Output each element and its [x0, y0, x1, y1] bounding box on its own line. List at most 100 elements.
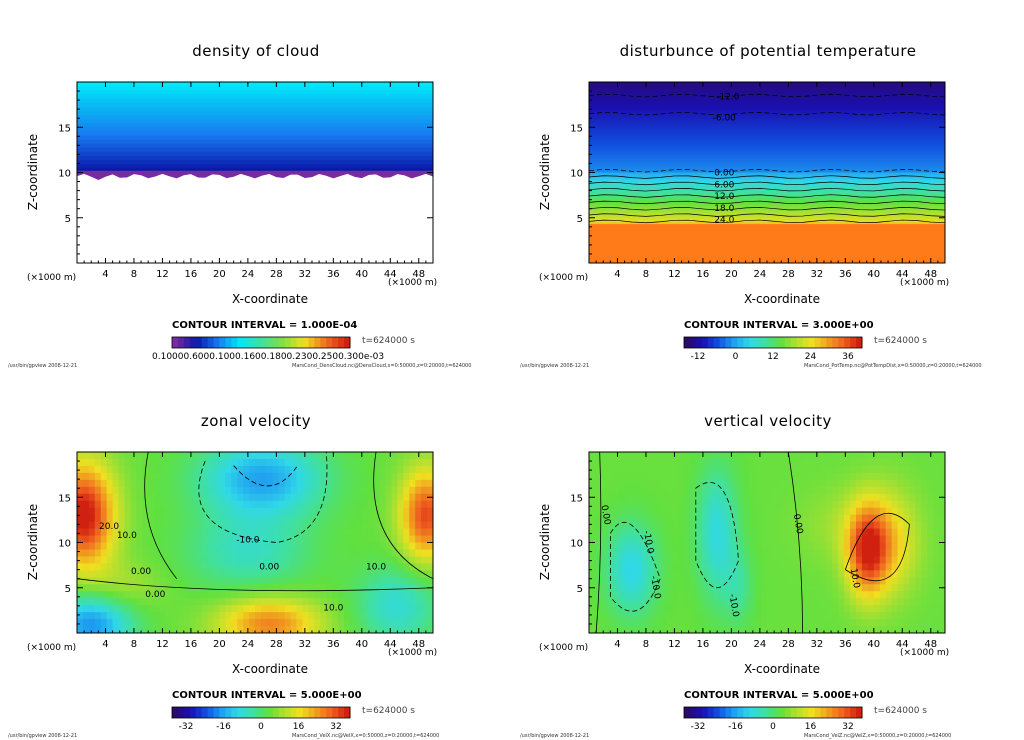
field-cell [266, 619, 274, 627]
field-cell [77, 514, 84, 523]
pt-band [589, 109, 945, 113]
field-cell [749, 570, 756, 578]
field-cell [290, 486, 298, 495]
field-cell [648, 528, 655, 537]
pt-band [589, 88, 945, 92]
field-cell [154, 493, 161, 502]
field-cell [713, 605, 721, 613]
field-cell [160, 521, 167, 530]
cloud-band [77, 143, 433, 149]
field-cell [915, 486, 922, 495]
pt-band [589, 165, 945, 169]
field-cell [249, 626, 256, 633]
field-cell [314, 619, 321, 627]
field-cell [314, 507, 321, 516]
field-cell [266, 458, 274, 467]
field-cell [290, 452, 298, 460]
field-cell [231, 605, 238, 613]
colorbar-cell [261, 707, 268, 718]
field-cell [266, 605, 274, 613]
velz-contour [695, 482, 739, 589]
colorbar-cell [755, 337, 762, 348]
field-cell [778, 598, 786, 606]
panel-potential-temperature: disturbunce of potential temperature Z-c… [512, 0, 1024, 370]
field-cell [302, 521, 309, 530]
field-cell [713, 507, 721, 516]
field-cell [314, 479, 321, 488]
field-cell [154, 584, 161, 592]
field-cell [701, 605, 709, 613]
colorbar-cell [695, 707, 703, 718]
field-cell [314, 556, 321, 564]
field-cell [326, 556, 333, 564]
field-cell [219, 612, 226, 620]
field-cell [933, 535, 940, 544]
field-cell [427, 556, 433, 564]
field-cell [927, 465, 934, 474]
field-cell [701, 570, 709, 578]
field-cell [666, 542, 673, 551]
field-cell [630, 542, 638, 551]
field-cell [612, 472, 620, 481]
field-cell [171, 465, 179, 474]
field-cell [130, 486, 137, 495]
field-cell [749, 591, 756, 599]
field-cell [308, 465, 315, 474]
field-cell [808, 486, 816, 495]
field-cell [195, 507, 203, 516]
field-cell [672, 619, 679, 627]
field-cell [166, 452, 173, 460]
field-cell [713, 514, 721, 523]
field-cell [231, 500, 238, 509]
field-cell [106, 577, 114, 585]
field-cell [743, 542, 750, 551]
field-cell [391, 619, 398, 627]
field-cell [160, 452, 167, 460]
field-cell [701, 486, 709, 495]
colorbar-cell [172, 337, 179, 348]
field-cell [136, 577, 143, 585]
field-cell [838, 507, 845, 516]
field-cell [755, 458, 762, 467]
field-cell [743, 486, 750, 495]
field-cell [397, 598, 404, 606]
field-cell [713, 626, 721, 633]
x-tick-label: 44 [384, 639, 397, 650]
field-cell [891, 465, 899, 474]
field-cell [939, 598, 945, 606]
field-cell [749, 452, 756, 460]
field-cell [326, 486, 333, 495]
field-cell [385, 577, 393, 585]
field-cell [397, 472, 404, 481]
field-cell [415, 591, 422, 599]
field-cell [409, 605, 416, 613]
field-cell [719, 549, 727, 558]
x-axis-label: X-coordinate [744, 662, 820, 676]
field-cell [94, 479, 102, 488]
field-cell [695, 479, 703, 488]
field-cell [373, 528, 381, 537]
field-cell [767, 472, 774, 481]
field-cell [654, 619, 661, 627]
field-cell [600, 465, 608, 474]
field-cell [183, 500, 191, 509]
colorbar-cell [808, 337, 816, 348]
x-tick-label: 28 [782, 639, 795, 650]
field-cell [136, 556, 143, 564]
field-cell [594, 514, 602, 523]
field-cell [166, 528, 173, 537]
field-cell [939, 452, 945, 460]
field-cell [266, 452, 274, 460]
field-cell [88, 521, 96, 530]
field-cell [737, 556, 744, 564]
field-cell [207, 521, 215, 530]
field-cell [237, 507, 244, 516]
field-cell [897, 458, 905, 467]
field-cell [237, 535, 244, 544]
field-cell [648, 619, 655, 627]
field-cell [624, 521, 632, 530]
field-cell [873, 514, 881, 523]
field-cell [814, 556, 821, 564]
field-cell [266, 507, 274, 516]
field-cell [873, 535, 881, 544]
